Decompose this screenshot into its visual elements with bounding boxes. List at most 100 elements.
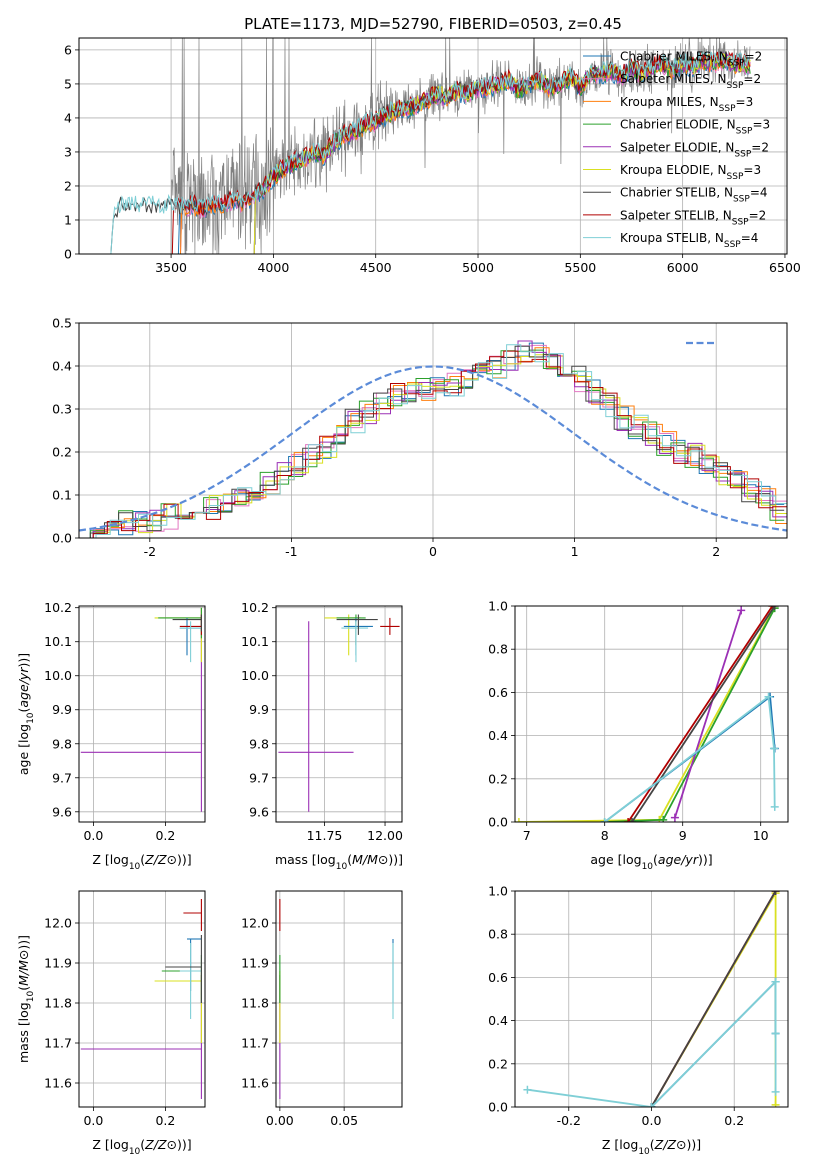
spectrum-xtick-label: 5500	[564, 260, 596, 275]
mass_weight_vs_Z-plot-area	[523, 891, 780, 1107]
residuals-ytick-label: 0.2	[52, 445, 72, 460]
weight-marker-salpeter-stelib	[624, 818, 633, 822]
spectrum-ytick-label: 2	[64, 178, 72, 193]
residuals-ytick-label: 0.3	[52, 402, 72, 417]
spectrum-xtick-label: 4500	[360, 260, 392, 275]
age_vs_Z-ytick-label: 9.7	[52, 770, 72, 785]
legend-label-kroupa-elodie: Kroupa ELODIE, NSSP=3	[620, 163, 761, 182]
weight-line-chabrier-stelib	[631, 606, 776, 822]
mass_vs_Z-ytick-label: 11.7	[44, 1036, 72, 1051]
mass_vs_ebv-plot-area	[279, 899, 394, 1099]
mass_vs_Z-ytick-label: 11.8	[44, 996, 72, 1011]
mass_weight_vs_age-ytick-label: 0.6	[488, 685, 508, 700]
age_vs_Z-panel: 0.0 0.2 9.6 9.7 9.8 9.9 10.0 10.1 10.2 Z [log10(Z…	[16, 600, 206, 872]
mass_weight_vs_Z-ytick-label: 1.0	[488, 884, 508, 899]
residual-histogram-salpeter-miles	[79, 344, 787, 538]
age-vs-mass-xlabel: mass [log10(M/M⊙))]	[275, 852, 403, 872]
residuals-plot-area	[79, 340, 787, 538]
mass-vs-Z-xlabel: Z [log10(Z/Z⊙))]	[92, 1137, 191, 1157]
age_vs_mass-plot-area	[278, 614, 400, 812]
mass_weight_vs_Z-xtick-label: 0.2	[724, 1113, 744, 1128]
mass_vs_ebv-xtick-label: 0.00	[266, 1113, 294, 1128]
weight-marker-chabrier-stelib	[770, 606, 779, 610]
mass_weight_vs_Z-ytick-label: 0.6	[488, 970, 508, 985]
spectrum-xtick-label: 5000	[462, 260, 494, 275]
mass_weight_vs_age-ytick-label: 1.0	[488, 599, 508, 614]
weight-vs-Z-xlabel: Z [log10(Z/Z⊙))]	[602, 1137, 701, 1157]
weight-marker-kroupa-stelib	[769, 744, 778, 753]
residual-histogram-chabrier-elodie	[79, 349, 785, 538]
weight-marker-salpeter-elodie	[737, 606, 746, 615]
weight-marker-chabrier-stelib	[628, 818, 636, 822]
residuals-ytick-label: 0.5	[52, 316, 72, 331]
mass_vs_ebv-ytick-label: 11.6	[241, 1076, 269, 1091]
weight-marker-kroupa-stelib	[600, 818, 609, 822]
mass_weight_vs_age-xtick-label: 10	[753, 828, 769, 843]
residual-histogram-kroupa-stelib	[81, 344, 787, 538]
weight-marker-salpeter-elodie	[670, 813, 679, 822]
mass_vs_Z-ytick-label: 11.9	[44, 956, 72, 971]
mass_vs_ebv-ytick-label: 11.8	[241, 996, 269, 1011]
residuals-xtick-label: -1	[285, 544, 297, 559]
weight-marker-kroupa-elodie	[771, 1100, 780, 1107]
spectrum-ytick-label: 4	[64, 110, 72, 125]
weight-marker-kroupa-stelib	[771, 977, 780, 986]
model-spectrum-kroupa-stelib	[109, 50, 750, 254]
mass_weight_vs_Z-xtick-label: -0.2	[557, 1113, 581, 1128]
age_vs_mass-xtick-label: 12.00	[367, 828, 403, 843]
mass_weight_vs_Z-ytick-label: 0.4	[488, 1013, 508, 1028]
age_vs_Z-frame	[78, 605, 206, 823]
residuals-xtick-label: 2	[712, 544, 720, 559]
mass_vs_Z-plot-area	[80, 899, 202, 1099]
mass_weight_vs_Z-panel: -0.2 0.0 0.2 0.0 0.2 0.4 0.6 0.8 1.0 Z [log10(Z/Z…	[488, 884, 789, 1157]
legend-label-kroupa-miles: Kroupa MILES, NSSP=3	[620, 95, 753, 114]
spectrum-panel: 3500 4000 4500 5000 5500 6000 6500 0 1 2 3 4 5 6 Chabr…	[64, 37, 801, 275]
weight-marker-kroupa-stelib	[770, 802, 779, 811]
residuals-ytick-label: 0.1	[52, 488, 72, 503]
weight-line-salpeter-elodie	[674, 610, 743, 818]
age_vs_mass-ytick-label: 10.0	[241, 668, 269, 683]
figure-title: PLATE=1173, MJD=52790, FIBERID=0503, z=0…	[244, 15, 622, 33]
weight-marker-kroupa-stelib	[647, 1103, 656, 1107]
spectrum-xtick-label: 4000	[257, 260, 289, 275]
mass_vs_ebv-xtick-label: 0.05	[330, 1113, 358, 1128]
mass_weight_vs_age-xtick-label: 9	[679, 828, 687, 843]
spectrum-ytick-label: 3	[64, 144, 72, 159]
legend-label-chabrier-miles: Chabrier MILES, NSSP=2	[620, 50, 762, 69]
age-vs-Z-xlabel: Z [log10(Z/Z⊙))]	[92, 852, 191, 872]
weight-marker-chabrier-elodie	[659, 815, 668, 822]
mass_vs_ebv-ytick-label: 11.9	[241, 956, 269, 971]
age_vs_mass-frame	[275, 605, 403, 823]
mass_vs_Z-frame	[78, 890, 206, 1108]
spectrum-ytick-label: 6	[64, 42, 72, 57]
mass_weight_vs_age-ytick-label: 0.4	[488, 728, 508, 743]
age_vs_mass-ytick-label: 10.1	[241, 634, 269, 649]
legend-label-salpeter-stelib: Salpeter STELIB, NSSP=2	[620, 208, 766, 227]
weight-marker-kroupa-elodie	[515, 818, 523, 822]
spectrum-plot-area	[109, 38, 751, 254]
age_vs_mass-xtick-label: 11.75	[307, 828, 343, 843]
age_vs_Z-xtick-label: 0.2	[155, 828, 175, 843]
mass_weight_vs_Z-ytick-label: 0.2	[488, 1056, 508, 1071]
age_vs_Z-ytick-label: 9.9	[52, 702, 72, 717]
age_vs_mass-ytick-label: 10.2	[241, 600, 269, 615]
mass-vs-Z-ylabel: mass [log10(M/M⊙))]	[16, 935, 36, 1063]
legend-label-salpeter-elodie: Salpeter ELODIE, NSSP=2	[620, 140, 769, 159]
mass_weight_vs_age-xtick-label: 8	[601, 828, 609, 843]
age_vs_Z-ytick-label: 10.1	[44, 634, 72, 649]
age_vs_Z-ytick-label: 10.0	[44, 668, 72, 683]
mass_vs_ebv-frame	[275, 890, 403, 1108]
mass_weight_vs_age-ytick-label: 0.0	[488, 815, 508, 830]
age_vs_Z-plot-area	[80, 607, 202, 812]
residual-histogram-chabrier-stelib	[79, 345, 785, 538]
age_vs_Z-ytick-label: 9.6	[52, 804, 72, 819]
residuals-xtick-label: 0	[429, 544, 437, 559]
weight-line-kroupa-stelib	[604, 695, 776, 822]
residuals-panel: -2 -1 0 1 2 0.0 0.1 0.2 0.3 0.4 0.5	[52, 316, 788, 559]
age_vs_mass-ytick-label: 9.6	[249, 804, 269, 819]
weight-marker-kroupa-stelib	[764, 692, 773, 701]
legend-label-salpeter-miles: Salpeter MILES, NSSP=2	[620, 72, 761, 91]
age_vs_mass-ytick-label: 9.7	[249, 770, 269, 785]
mass_weight_vs_Z-xtick-label: 0.0	[642, 1113, 662, 1128]
